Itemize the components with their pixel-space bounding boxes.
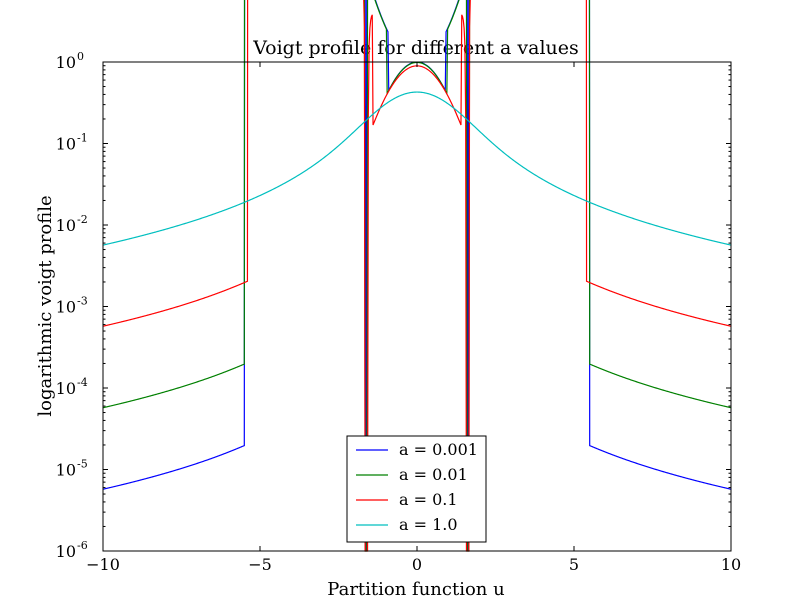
y-tick-label-exp: -2 [77, 213, 88, 226]
legend-frame [346, 435, 487, 543]
y-tick-label-base: 10 [56, 53, 76, 72]
y-tick-label-exp: -5 [77, 458, 88, 471]
x-tick-label: 0 [412, 555, 422, 574]
y-tick-label-exp: -1 [77, 132, 88, 145]
x-tick-label: 10 [721, 555, 741, 574]
legend-label: a = 1.0 [399, 515, 458, 534]
series-line-3 [102, 91, 732, 246]
y-tick-label-base: 10 [56, 216, 76, 235]
y-tick-label-base: 10 [56, 298, 76, 317]
y-tick-label-exp: 0 [77, 50, 84, 63]
x-tick-label: 5 [569, 555, 579, 574]
chart-title: Voigt profile for different a values [252, 37, 579, 59]
legend-label: a = 0.001 [399, 440, 478, 459]
y-axis-label: logarithmic voigt profile [35, 195, 56, 416]
y-tick-label-exp: -6 [77, 539, 88, 552]
legend-label: a = 0.01 [399, 465, 468, 484]
y-tick-label-base: 10 [56, 379, 76, 398]
y-tick-label-base: 10 [56, 542, 76, 561]
x-tick-label: −5 [248, 555, 272, 574]
y-tick-label-base: 10 [56, 135, 76, 154]
x-axis-label: Partition function u [327, 579, 504, 600]
y-tick-label-base: 10 [56, 461, 76, 480]
y-tick-label-exp: -4 [77, 376, 88, 389]
x-tick-label: −10 [86, 555, 120, 574]
legend-label: a = 0.1 [399, 490, 458, 509]
y-tick-label-exp: -3 [77, 295, 88, 308]
legend: a = 0.001 a = 0.01 a = 0.1 a = 1.0 [346, 435, 487, 543]
